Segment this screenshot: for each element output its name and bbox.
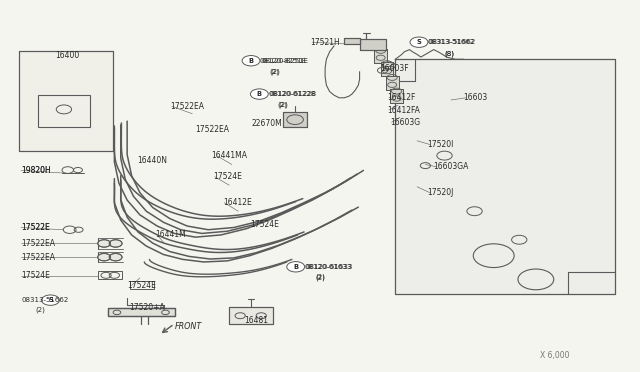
Circle shape (98, 240, 111, 247)
Text: 17522EA: 17522EA (195, 125, 230, 134)
Text: 16603GA: 16603GA (434, 162, 469, 171)
Polygon shape (396, 59, 615, 294)
Bar (108, 308, 175, 317)
Text: 16441M: 16441M (156, 230, 186, 240)
Text: (2): (2) (315, 273, 324, 280)
Bar (390, 89, 403, 103)
Text: 16412E: 16412E (223, 198, 252, 207)
Text: 08120-61633: 08120-61633 (305, 264, 352, 270)
Bar (98, 271, 122, 279)
Text: 08313-51662: 08313-51662 (21, 297, 68, 303)
Bar (283, 112, 307, 128)
Text: (2): (2) (278, 102, 288, 109)
Text: 19820H: 19820H (21, 166, 51, 175)
Circle shape (98, 253, 111, 261)
Circle shape (250, 89, 268, 99)
Text: 17522E: 17522E (21, 223, 50, 232)
Text: 22670M: 22670M (251, 119, 282, 128)
Text: B: B (248, 58, 253, 64)
Text: 08120-61228: 08120-61228 (269, 91, 317, 97)
Text: 16603F: 16603F (381, 64, 410, 73)
Text: B: B (257, 91, 262, 97)
Text: (2): (2) (270, 68, 280, 75)
Text: 17520+A: 17520+A (130, 303, 166, 312)
Circle shape (109, 240, 122, 247)
Bar (19, 51, 113, 151)
Bar (344, 38, 360, 44)
Text: 17522E: 17522E (21, 223, 50, 232)
Bar (130, 281, 154, 289)
Text: 16441MA: 16441MA (211, 151, 248, 160)
Text: 08120-61228: 08120-61228 (268, 91, 316, 97)
Text: S: S (48, 297, 53, 303)
Bar (374, 48, 387, 62)
Bar (386, 76, 399, 90)
Text: 16412FA: 16412FA (387, 106, 420, 115)
Text: 08120-8251E: 08120-8251E (260, 58, 307, 64)
Text: 16412F: 16412F (387, 93, 415, 102)
Text: 17520I: 17520I (428, 140, 454, 149)
Text: 17524E: 17524E (212, 172, 241, 181)
Bar (229, 307, 273, 324)
Bar (229, 307, 273, 324)
Circle shape (287, 262, 305, 272)
Text: X 6,000: X 6,000 (540, 351, 570, 360)
Bar (381, 62, 394, 76)
Bar (381, 62, 394, 76)
Bar (360, 39, 387, 49)
Bar (108, 308, 175, 317)
Bar (360, 39, 387, 49)
Text: FRONT: FRONT (174, 321, 202, 331)
Text: B: B (293, 264, 298, 270)
Text: 17524E: 17524E (21, 271, 50, 280)
Bar (19, 51, 113, 151)
Text: (2): (2) (36, 307, 45, 313)
Text: 16400: 16400 (55, 51, 79, 60)
Bar (390, 89, 403, 103)
Text: 19820H: 19820H (21, 166, 51, 175)
Text: 16603G: 16603G (390, 118, 420, 127)
Circle shape (109, 253, 122, 261)
Text: (2): (2) (269, 68, 279, 75)
Text: 17521H: 17521H (310, 38, 340, 47)
Circle shape (242, 55, 260, 66)
Text: (8): (8) (445, 50, 454, 57)
Text: 17524E: 17524E (250, 221, 278, 230)
Text: 08120-8251E: 08120-8251E (261, 58, 308, 64)
Bar (38, 95, 90, 127)
Text: 08313-51662: 08313-51662 (429, 39, 476, 45)
Text: (8): (8) (445, 50, 454, 57)
Text: 17520J: 17520J (428, 188, 454, 197)
Text: S: S (417, 39, 421, 45)
Bar (386, 76, 399, 90)
Text: 17524E: 17524E (127, 281, 156, 290)
Text: 17522EA: 17522EA (21, 239, 55, 248)
Text: 16481: 16481 (244, 316, 269, 325)
Bar (283, 112, 307, 128)
Bar (374, 48, 387, 62)
Circle shape (410, 37, 428, 47)
Text: 17522EA: 17522EA (21, 253, 55, 262)
Text: 08313-51662: 08313-51662 (428, 39, 474, 45)
Text: 16603: 16603 (464, 93, 488, 102)
Text: 16440N: 16440N (137, 156, 166, 165)
Text: (2): (2) (315, 275, 324, 281)
Bar (344, 38, 360, 44)
Text: 08120-61633: 08120-61633 (306, 264, 353, 270)
Circle shape (42, 295, 60, 305)
Text: (2): (2) (278, 102, 289, 109)
Text: 17522EA: 17522EA (170, 102, 204, 111)
